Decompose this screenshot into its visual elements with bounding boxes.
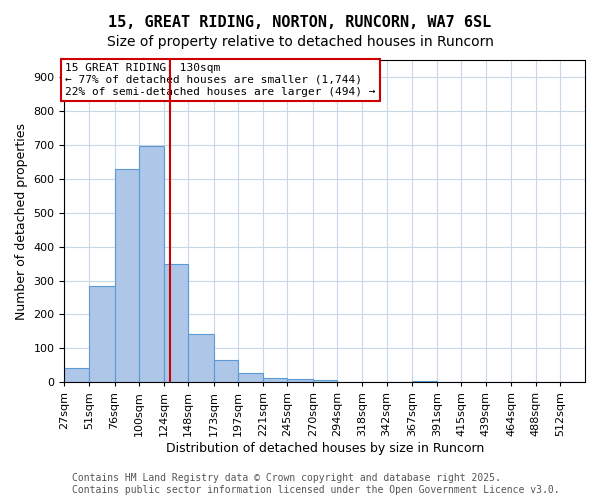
Bar (263, 378, 287, 382)
Bar (64, 368, 89, 382)
Bar (313, 380, 337, 382)
Bar (188, 334, 214, 382)
Text: 15 GREAT RIDING: 130sqm
← 77% of detached houses are smaller (1,744)
22% of semi: 15 GREAT RIDING: 130sqm ← 77% of detache… (65, 64, 376, 96)
Bar (287, 379, 313, 382)
Bar (214, 360, 238, 382)
Bar (238, 373, 263, 382)
Text: Size of property relative to detached houses in Runcorn: Size of property relative to detached ho… (107, 35, 493, 49)
Bar (412, 380, 437, 382)
Bar (115, 168, 139, 382)
X-axis label: Distribution of detached houses by size in Runcorn: Distribution of detached houses by size … (166, 442, 484, 455)
Text: 15, GREAT RIDING, NORTON, RUNCORN, WA7 6SL: 15, GREAT RIDING, NORTON, RUNCORN, WA7 6… (109, 15, 491, 30)
Bar (139, 146, 164, 382)
Text: Contains HM Land Registry data © Crown copyright and database right 2025.
Contai: Contains HM Land Registry data © Crown c… (72, 474, 560, 495)
Bar (89, 286, 115, 382)
Bar (164, 264, 188, 382)
Y-axis label: Number of detached properties: Number of detached properties (15, 122, 28, 320)
